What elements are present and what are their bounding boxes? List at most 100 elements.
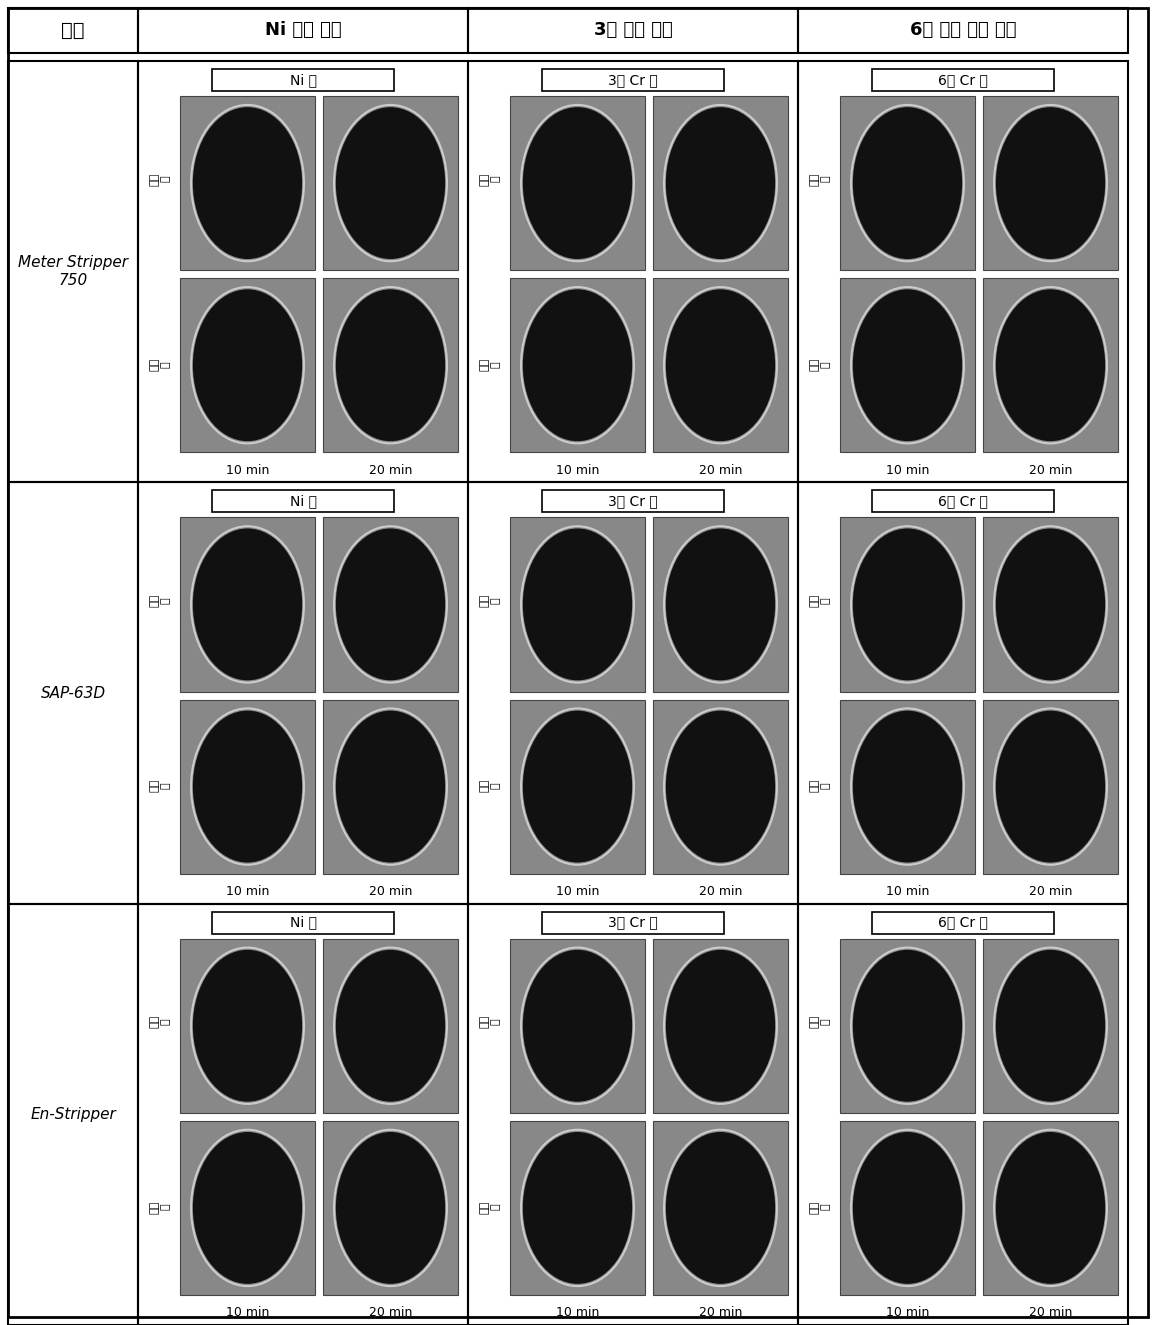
Text: 10 min: 10 min bbox=[556, 464, 599, 477]
Text: 침적
후: 침적 후 bbox=[809, 358, 831, 371]
Ellipse shape bbox=[523, 1132, 632, 1284]
Bar bbox=[798, 61, 1128, 482]
Ellipse shape bbox=[995, 106, 1106, 260]
Text: 3가 Cr 층: 3가 Cr 층 bbox=[608, 73, 658, 87]
Bar bbox=[983, 278, 1118, 452]
Bar bbox=[510, 1121, 645, 1295]
Bar bbox=[798, 904, 1128, 1325]
Bar bbox=[138, 904, 468, 1325]
Bar bbox=[653, 938, 788, 1113]
Ellipse shape bbox=[665, 949, 776, 1102]
Ellipse shape bbox=[852, 527, 963, 681]
Ellipse shape bbox=[192, 106, 303, 260]
Bar bbox=[180, 95, 314, 270]
Ellipse shape bbox=[192, 710, 303, 863]
Bar bbox=[8, 61, 138, 482]
Ellipse shape bbox=[995, 1132, 1106, 1284]
Text: Ni 층: Ni 층 bbox=[289, 73, 317, 87]
Bar bbox=[138, 8, 468, 53]
Bar bbox=[180, 700, 314, 873]
Bar bbox=[873, 912, 1054, 934]
Text: 20 min: 20 min bbox=[699, 885, 742, 898]
Bar bbox=[840, 1121, 975, 1295]
Bar bbox=[840, 95, 975, 270]
Bar bbox=[510, 95, 645, 270]
Text: 20 min: 20 min bbox=[1029, 1306, 1072, 1320]
Text: 20 min: 20 min bbox=[699, 1306, 742, 1320]
Text: 3가 도금 제품: 3가 도금 제품 bbox=[594, 21, 673, 40]
Bar bbox=[510, 517, 645, 692]
Ellipse shape bbox=[335, 106, 446, 260]
Bar bbox=[873, 490, 1054, 513]
Bar bbox=[840, 278, 975, 452]
Text: 침적
전: 침적 전 bbox=[480, 1015, 501, 1028]
Bar bbox=[983, 938, 1118, 1113]
Bar bbox=[323, 938, 458, 1113]
Bar bbox=[8, 482, 138, 904]
Ellipse shape bbox=[523, 289, 632, 441]
Text: 6가 Cr 층: 6가 Cr 층 bbox=[938, 916, 988, 930]
Text: 침적
전: 침적 전 bbox=[149, 172, 171, 186]
Bar bbox=[468, 61, 798, 482]
Ellipse shape bbox=[665, 289, 776, 441]
Text: 20 min: 20 min bbox=[369, 464, 413, 477]
Text: 침적
전: 침적 전 bbox=[480, 594, 501, 607]
Bar bbox=[983, 1121, 1118, 1295]
Ellipse shape bbox=[995, 527, 1106, 681]
Ellipse shape bbox=[192, 289, 303, 441]
Text: 6가 Cr 층: 6가 Cr 층 bbox=[938, 73, 988, 87]
Ellipse shape bbox=[335, 527, 446, 681]
Bar bbox=[653, 278, 788, 452]
Bar bbox=[323, 1121, 458, 1295]
Text: 침적
후: 침적 후 bbox=[480, 779, 501, 792]
Text: 침적
후: 침적 후 bbox=[149, 358, 171, 371]
Ellipse shape bbox=[995, 710, 1106, 863]
Bar bbox=[653, 1121, 788, 1295]
Text: 6가 Cr 층: 6가 Cr 층 bbox=[938, 494, 988, 509]
Ellipse shape bbox=[192, 949, 303, 1102]
Bar bbox=[323, 517, 458, 692]
Text: 침적
후: 침적 후 bbox=[809, 1200, 831, 1214]
Ellipse shape bbox=[852, 106, 963, 260]
Bar bbox=[8, 8, 138, 53]
Text: 10 min: 10 min bbox=[885, 464, 929, 477]
Bar bbox=[542, 912, 724, 934]
Ellipse shape bbox=[523, 949, 632, 1102]
Ellipse shape bbox=[665, 710, 776, 863]
Text: 10 min: 10 min bbox=[556, 1306, 599, 1320]
Text: 20 min: 20 min bbox=[369, 885, 413, 898]
Text: 침적
후: 침적 후 bbox=[480, 1200, 501, 1214]
Bar bbox=[180, 1121, 314, 1295]
Bar bbox=[983, 95, 1118, 270]
Bar bbox=[213, 490, 394, 513]
Text: 20 min: 20 min bbox=[1029, 464, 1072, 477]
Ellipse shape bbox=[852, 1132, 963, 1284]
Text: 침적
전: 침적 전 bbox=[809, 594, 831, 607]
Bar bbox=[840, 938, 975, 1113]
Bar bbox=[180, 517, 314, 692]
Text: SAP-63D: SAP-63D bbox=[40, 685, 105, 701]
Text: 20 min: 20 min bbox=[1029, 885, 1072, 898]
Bar bbox=[510, 700, 645, 873]
Ellipse shape bbox=[335, 289, 446, 441]
Text: 침적
전: 침적 전 bbox=[149, 594, 171, 607]
Ellipse shape bbox=[192, 527, 303, 681]
Bar bbox=[213, 912, 394, 934]
Text: 침적
전: 침적 전 bbox=[149, 1015, 171, 1028]
Text: 10 min: 10 min bbox=[225, 1306, 269, 1320]
Ellipse shape bbox=[995, 289, 1106, 441]
Text: 침적
전: 침적 전 bbox=[809, 1015, 831, 1028]
Ellipse shape bbox=[523, 106, 632, 260]
Ellipse shape bbox=[523, 527, 632, 681]
Ellipse shape bbox=[665, 1132, 776, 1284]
Text: 침적
후: 침적 후 bbox=[149, 779, 171, 792]
Text: 20 min: 20 min bbox=[369, 1306, 413, 1320]
Bar bbox=[180, 278, 314, 452]
Bar bbox=[653, 700, 788, 873]
Bar bbox=[798, 8, 1128, 53]
Bar bbox=[468, 8, 798, 53]
Text: 10 min: 10 min bbox=[885, 885, 929, 898]
Ellipse shape bbox=[995, 949, 1106, 1102]
Bar bbox=[510, 278, 645, 452]
Text: Ni 층: Ni 층 bbox=[289, 916, 317, 930]
